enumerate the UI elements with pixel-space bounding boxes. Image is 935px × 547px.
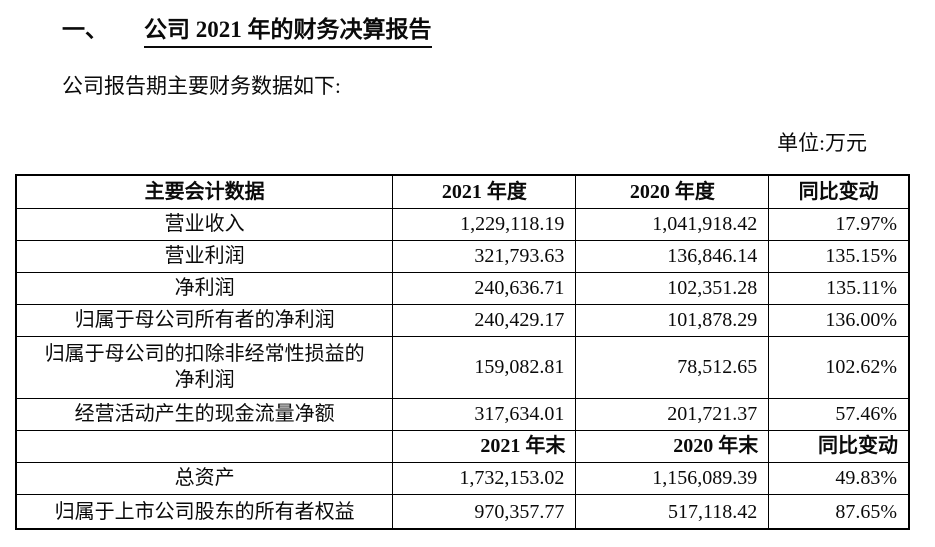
row-label: 归属于母公司所有者的净利润 [15,303,394,337]
value-change: 87.65% [768,493,910,530]
col-header-main-data: 主要会计数据 [15,174,394,209]
value-2021: 317,634.01 [392,397,577,431]
value-2020: 517,118.42 [575,493,770,530]
value-2020: 136,846.14 [575,239,770,273]
section-number: 一、 [62,17,108,42]
value-2020: 101,878.29 [575,303,770,337]
table-row-operating-profit: 营业利润 321,793.63 136,846.14 135.15% [15,239,910,273]
row-label: 归属于上市公司股东的所有者权益 [15,493,394,530]
row-label: 净利润 [15,271,394,305]
value-2020: 1,156,089.39 [575,461,770,495]
value-2021: 321,793.63 [392,239,577,273]
col-header-change-period-end: 同比变动 [768,429,910,463]
col-header-2020-annual: 2020 年度 [575,174,770,209]
row-label: 经营活动产生的现金流量净额 [15,397,394,431]
value-change: 49.83% [768,461,910,495]
table-row-operating-revenue: 营业收入 1,229,118.19 1,041,918.42 17.97% [15,207,910,241]
financial-data-table: 主要会计数据 2021 年度 2020 年度 同比变动 营业收入 1,229,1… [15,174,910,531]
table-row-net-profit-parent: 归属于母公司所有者的净利润 240,429.17 101,878.29 136.… [15,303,910,337]
value-change: 135.11% [768,271,910,305]
col-header-2021-period-end: 2021 年末 [392,429,577,463]
row-label: 营业收入 [15,207,394,241]
value-2020: 78,512.65 [575,335,770,399]
annual-header-row: 主要会计数据 2021 年度 2020 年度 同比变动 [15,174,910,209]
table-row-shareholders-equity: 归属于上市公司股东的所有者权益 970,357.77 517,118.42 87… [15,493,910,530]
value-2021: 240,429.17 [392,303,577,337]
row-label: 营业利润 [15,239,394,273]
value-change: 17.97% [768,207,910,241]
value-2021: 240,636.71 [392,271,577,305]
value-2020: 1,041,918.42 [575,207,770,241]
value-2020: 102,351.28 [575,271,770,305]
period-end-header-empty-cell [15,429,394,463]
value-change: 135.15% [768,239,910,273]
table-row-net-profit-excl-nonrecurring: 归属于母公司的扣除非经常性损益的净利润 159,082.81 78,512.65… [15,335,910,399]
table-row-operating-cash-flow: 经营活动产生的现金流量净额 317,634.01 201,721.37 57.4… [15,397,910,431]
table-row-net-profit: 净利润 240,636.71 102,351.28 135.11% [15,271,910,305]
value-2020: 201,721.37 [575,397,770,431]
value-2021: 159,082.81 [392,335,577,399]
unit-label: 单位:万元 [777,131,867,156]
value-2021: 1,229,118.19 [392,207,577,241]
value-2021: 1,732,153.02 [392,461,577,495]
section-title: 一、 公司 2021 年的财务决算报告 [62,16,935,48]
col-header-2021-annual: 2021 年度 [392,174,577,209]
value-change: 136.00% [768,303,910,337]
period-end-header-row: 2021 年末 2020 年末 同比变动 [15,429,910,463]
table-row-total-assets: 总资产 1,732,153.02 1,156,089.39 49.83% [15,461,910,495]
value-change: 102.62% [768,335,910,399]
value-2021: 970,357.77 [392,493,577,530]
value-change: 57.46% [768,397,910,431]
row-label: 总资产 [15,461,394,495]
col-header-2020-period-end: 2020 年末 [575,429,770,463]
col-header-change-annual: 同比变动 [768,174,910,209]
section-title-text: 公司 2021 年的财务决算报告 [144,16,432,48]
row-label: 归属于母公司的扣除非经常性损益的净利润 [15,335,394,399]
intro-text: 公司报告期主要财务数据如下: [62,73,341,98]
